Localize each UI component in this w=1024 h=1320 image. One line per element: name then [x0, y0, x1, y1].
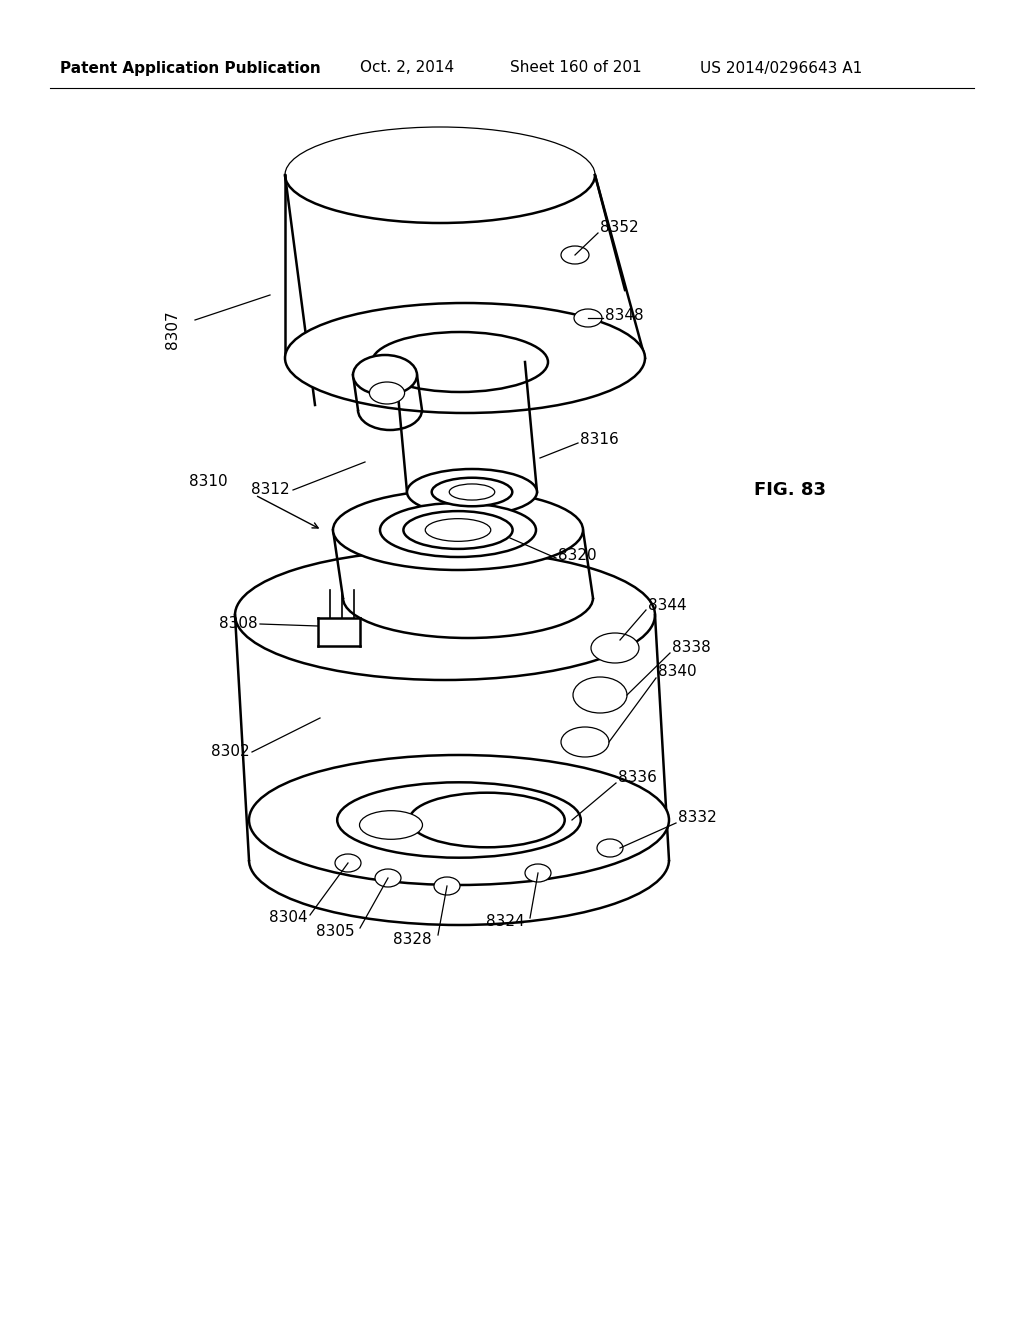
Ellipse shape [333, 490, 583, 570]
Ellipse shape [337, 783, 581, 858]
Text: 8336: 8336 [618, 771, 656, 785]
Ellipse shape [335, 854, 361, 873]
Ellipse shape [561, 727, 609, 756]
Text: 8310: 8310 [189, 474, 228, 490]
Text: FIG. 83: FIG. 83 [754, 480, 826, 499]
Text: 8302: 8302 [211, 744, 250, 759]
Ellipse shape [573, 677, 627, 713]
Text: US 2014/0296643 A1: US 2014/0296643 A1 [700, 61, 862, 75]
Text: 8308: 8308 [219, 616, 258, 631]
Ellipse shape [234, 550, 655, 680]
Text: 8312: 8312 [251, 483, 290, 498]
Text: 8348: 8348 [605, 308, 644, 322]
Ellipse shape [425, 519, 490, 541]
Text: 8344: 8344 [648, 598, 687, 612]
Text: 8328: 8328 [393, 932, 432, 948]
Ellipse shape [574, 309, 602, 327]
Ellipse shape [372, 333, 548, 392]
Ellipse shape [434, 876, 460, 895]
Ellipse shape [380, 503, 536, 557]
Ellipse shape [597, 840, 623, 857]
Ellipse shape [403, 511, 513, 549]
Ellipse shape [375, 869, 401, 887]
Text: 8304: 8304 [269, 911, 308, 925]
Text: Patent Application Publication: Patent Application Publication [60, 61, 321, 75]
Ellipse shape [285, 304, 645, 413]
Text: 8332: 8332 [678, 810, 717, 825]
Text: 8320: 8320 [558, 548, 597, 562]
Ellipse shape [249, 755, 669, 884]
Ellipse shape [410, 793, 564, 847]
Ellipse shape [359, 810, 423, 840]
Text: 8307: 8307 [165, 310, 179, 350]
Ellipse shape [370, 381, 404, 404]
Ellipse shape [432, 478, 512, 507]
Ellipse shape [353, 355, 417, 395]
Text: 8316: 8316 [580, 433, 618, 447]
Ellipse shape [450, 484, 495, 500]
Ellipse shape [525, 865, 551, 882]
Text: 8340: 8340 [658, 664, 696, 680]
Text: 8324: 8324 [486, 915, 525, 929]
Text: Sheet 160 of 201: Sheet 160 of 201 [510, 61, 642, 75]
Text: 8352: 8352 [600, 220, 639, 235]
Text: 8305: 8305 [316, 924, 355, 940]
Text: Oct. 2, 2014: Oct. 2, 2014 [360, 61, 454, 75]
Text: 8338: 8338 [672, 640, 711, 656]
Ellipse shape [407, 469, 537, 515]
Ellipse shape [591, 634, 639, 663]
Ellipse shape [561, 246, 589, 264]
